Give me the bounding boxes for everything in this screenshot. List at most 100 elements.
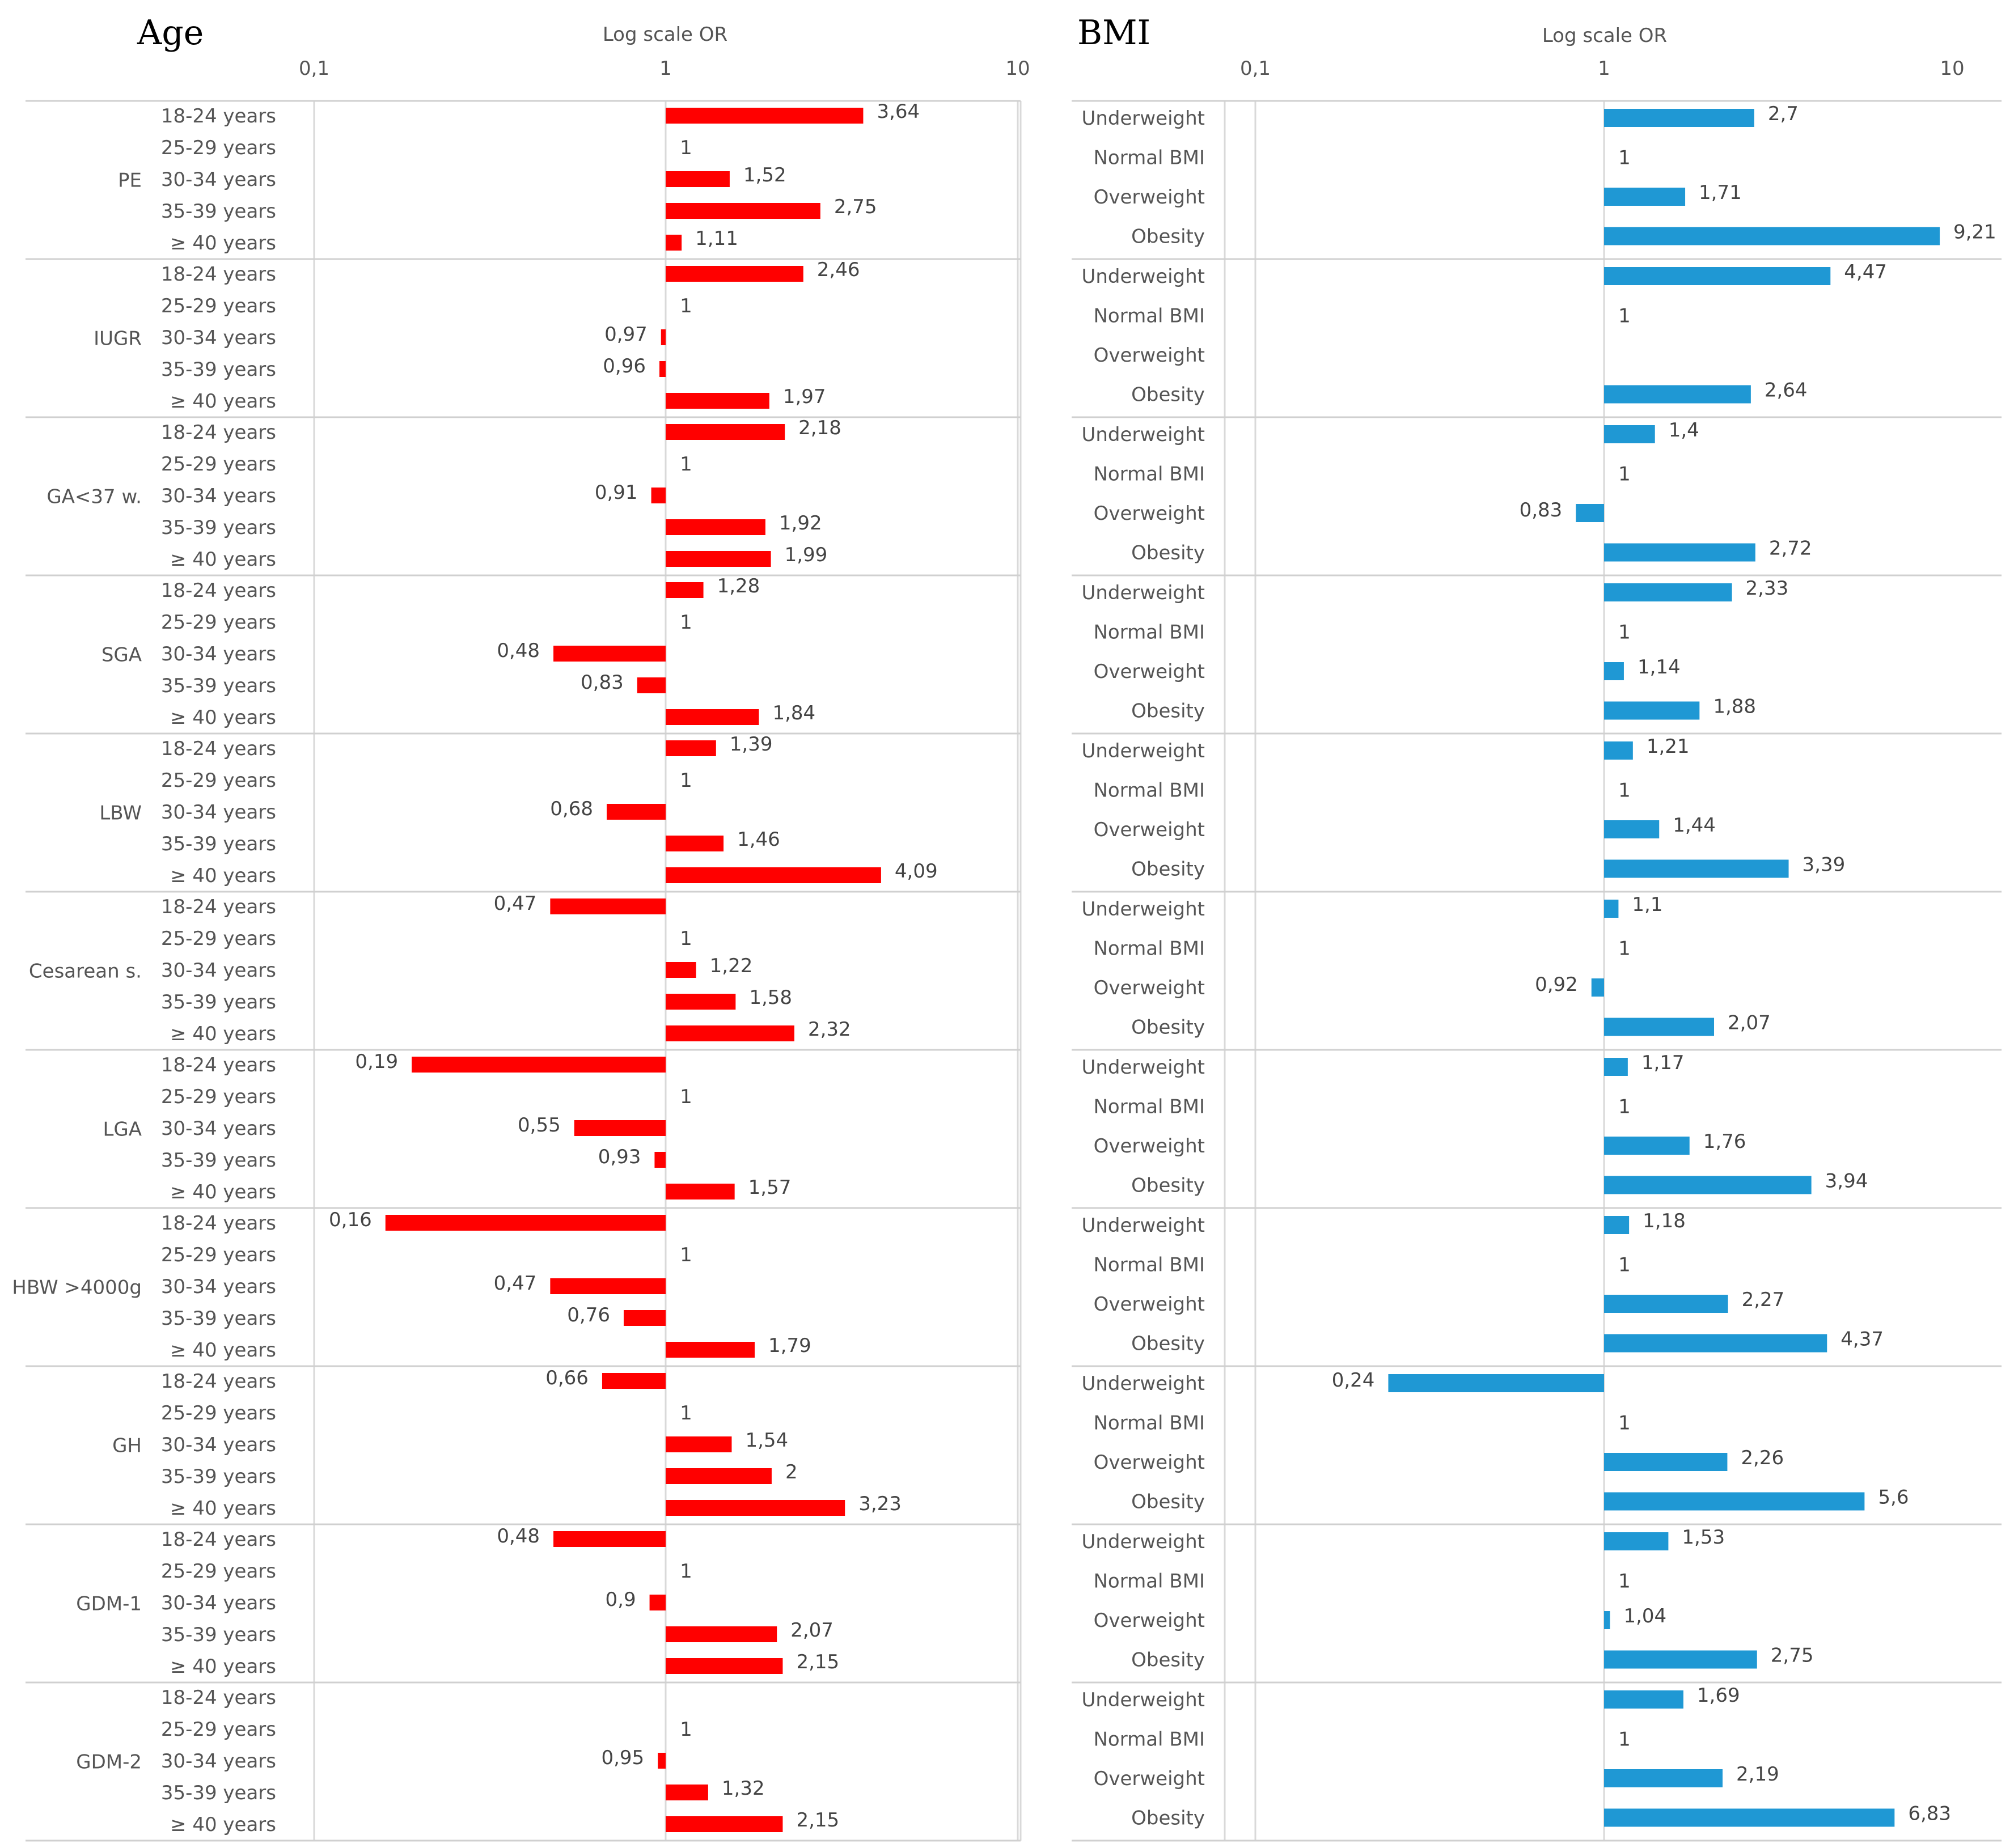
bmi-group-gh: Underweight 0,24 Normal BMI 1 Overweight 2,26… bbox=[1081, 1369, 1909, 1514]
bmi-category-label: Overweight bbox=[1094, 1451, 1205, 1474]
bmi-data-label: 0,24 bbox=[1332, 1369, 1375, 1392]
age-group-gdm-2: GDM-2 18-24 years 25-29 years 1 30-34 years 0… bbox=[76, 1686, 839, 1836]
bmi-category-label: Overweight bbox=[1094, 186, 1205, 209]
age-data-label: 0,16 bbox=[329, 1209, 372, 1231]
bmi-category-label: Overweight bbox=[1094, 660, 1205, 683]
bmi-bar bbox=[1604, 583, 1732, 601]
bmi-data-label: 1,4 bbox=[1669, 419, 1699, 442]
age-category-label: 30-34 years bbox=[161, 1275, 276, 1298]
bmi-category-label: Underweight bbox=[1081, 1372, 1205, 1395]
group-label: GDM-1 bbox=[76, 1593, 142, 1616]
bmi-bar bbox=[1591, 978, 1604, 997]
age-category-label: 30-34 years bbox=[161, 801, 276, 824]
bmi-data-label: 2,27 bbox=[1742, 1288, 1785, 1311]
age-data-label: 1 bbox=[680, 453, 692, 476]
bmi-x-tick-1: 1 bbox=[1598, 57, 1610, 80]
age-category-label: ≥ 40 years bbox=[170, 706, 276, 729]
age-bar bbox=[661, 329, 666, 345]
bmi-bar bbox=[1604, 1334, 1827, 1353]
bmi-bar bbox=[1604, 900, 1619, 918]
age-category-label: 30-34 years bbox=[161, 1117, 276, 1140]
bmi-bar bbox=[1604, 701, 1700, 720]
age-data-label: 4,09 bbox=[895, 860, 938, 883]
bmi-data-label: 4,37 bbox=[1840, 1328, 1884, 1351]
bmi-data-label: 1 bbox=[1618, 1570, 1631, 1593]
age-bar bbox=[666, 235, 682, 251]
age-category-label: 18-24 years bbox=[161, 1528, 276, 1551]
bmi-data-label: 0,83 bbox=[1520, 499, 1563, 522]
bmi-data-label: 1 bbox=[1618, 1728, 1631, 1751]
age-bar bbox=[412, 1057, 666, 1073]
bmi-category-label: Obesity bbox=[1131, 1016, 1205, 1039]
bmi-panel: Underweight 2,7 Normal BMI 1 Overweight 1,71 O… bbox=[1081, 103, 1996, 1830]
age-data-label: 0,95 bbox=[601, 1747, 644, 1769]
age-data-label: 0,48 bbox=[497, 1525, 540, 1548]
bmi-bar bbox=[1604, 385, 1751, 404]
age-bar bbox=[553, 1531, 666, 1547]
bmi-category-label: Normal BMI bbox=[1093, 779, 1205, 802]
age-bar bbox=[666, 1658, 783, 1674]
age-data-label: 1 bbox=[680, 137, 692, 159]
bmi-category-label: Underweight bbox=[1081, 265, 1205, 288]
age-category-label: 25-29 years bbox=[161, 1402, 276, 1425]
age-bar bbox=[666, 393, 769, 409]
age-category-label: ≥ 40 years bbox=[170, 1655, 276, 1678]
age-data-label: 1,58 bbox=[749, 986, 792, 1009]
age-bar bbox=[666, 582, 704, 598]
age-category-label: 30-34 years bbox=[161, 643, 276, 666]
bmi-category-label: Normal BMI bbox=[1093, 938, 1205, 960]
age-category-label: 25-29 years bbox=[161, 1244, 276, 1266]
bmi-data-label: 1 bbox=[1618, 621, 1631, 644]
bmi-category-label: Normal BMI bbox=[1093, 147, 1205, 169]
age-data-label: 1 bbox=[680, 1560, 692, 1583]
age-panel: PE 18-24 years 3,64 25-29 years 1 30-34 years… bbox=[12, 100, 937, 1836]
age-data-label: 2,46 bbox=[817, 258, 860, 281]
age-data-label: 2,15 bbox=[796, 1651, 839, 1673]
age-bar bbox=[651, 488, 666, 503]
bmi-category-label: Normal BMI bbox=[1093, 1570, 1205, 1593]
group-label: GDM-2 bbox=[76, 1751, 142, 1774]
bmi-bar bbox=[1604, 1650, 1757, 1669]
bmi-data-label: 1 bbox=[1618, 938, 1631, 960]
bmi-category-label: Underweight bbox=[1081, 1214, 1205, 1237]
bmi-data-label: 1,44 bbox=[1673, 814, 1716, 837]
age-data-label: 0,93 bbox=[598, 1146, 641, 1168]
bmi-category-label: Normal BMI bbox=[1093, 1728, 1205, 1751]
age-panel-title: Age bbox=[137, 13, 204, 53]
bmi-bar bbox=[1604, 188, 1686, 206]
bmi-data-label: 3,39 bbox=[1803, 854, 1846, 876]
age-data-label: 1,79 bbox=[768, 1334, 811, 1357]
age-category-label: 18-24 years bbox=[161, 1370, 276, 1393]
bmi-data-label: 1,04 bbox=[1623, 1605, 1666, 1627]
age-bar bbox=[666, 1184, 735, 1199]
group-label: LBW bbox=[99, 802, 142, 825]
bmi-data-label: 1 bbox=[1618, 147, 1631, 169]
bmi-data-label: 1 bbox=[1618, 1412, 1631, 1435]
age-category-label: 18-24 years bbox=[161, 263, 276, 286]
bmi-bar bbox=[1604, 1690, 1683, 1709]
bmi-category-label: Overweight bbox=[1094, 344, 1205, 367]
age-bar bbox=[666, 709, 759, 725]
bmi-category-label: Normal BMI bbox=[1093, 1096, 1205, 1118]
bmi-category-label: Obesity bbox=[1131, 1807, 1205, 1830]
age-category-label: 25-29 years bbox=[161, 1560, 276, 1583]
age-bar bbox=[666, 1816, 783, 1832]
age-category-label: 18-24 years bbox=[161, 1212, 276, 1235]
age-category-label: 18-24 years bbox=[161, 105, 276, 128]
bmi-category-label: Obesity bbox=[1131, 1333, 1205, 1355]
bmi-category-label: Underweight bbox=[1081, 423, 1205, 446]
bmi-group-ga-37-w: Underweight 1,4 Normal BMI 1 Overweight 0,83 O… bbox=[1081, 419, 1812, 565]
age-x-tick-0: 0,1 bbox=[299, 57, 329, 80]
age-data-label: 1 bbox=[680, 1086, 692, 1108]
bmi-data-label: 1,14 bbox=[1638, 656, 1681, 679]
age-data-label: 0,91 bbox=[595, 481, 638, 504]
bmi-bar bbox=[1604, 425, 1655, 443]
age-bar bbox=[550, 1278, 666, 1294]
age-bar bbox=[666, 424, 785, 440]
age-bar bbox=[666, 266, 803, 282]
age-bar bbox=[666, 867, 881, 883]
age-category-label: 25-29 years bbox=[161, 611, 276, 634]
age-data-label: 1,46 bbox=[737, 828, 780, 851]
bmi-data-label: 2,26 bbox=[1741, 1447, 1784, 1469]
age-category-label: 25-29 years bbox=[161, 453, 276, 476]
